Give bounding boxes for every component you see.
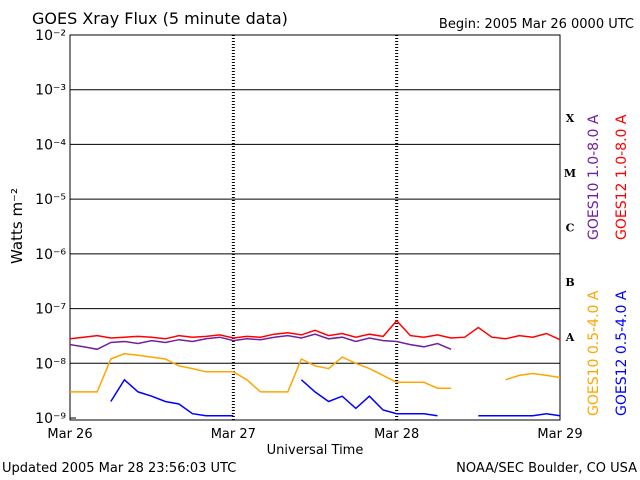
y-tick-label: 10⁻² bbox=[35, 28, 66, 44]
x-tick-label: Mar 26 bbox=[47, 427, 92, 442]
plot-frame bbox=[69, 34, 561, 421]
series-line bbox=[70, 319, 560, 341]
y-tick-label: 10⁻⁶ bbox=[35, 247, 66, 263]
x-axis-title: Universal Time bbox=[267, 443, 364, 458]
flare-class-label: M bbox=[564, 167, 576, 180]
y-tick-label: 10⁻⁸ bbox=[35, 356, 66, 372]
flare-class-label: X bbox=[566, 112, 575, 125]
legend-entry: GOES10 0.5-4.0 A bbox=[586, 290, 602, 416]
flare-class-label: A bbox=[565, 331, 575, 344]
y-tick-label: 10⁻⁴ bbox=[35, 137, 66, 153]
footer-left: Updated 2005 Mar 28 23:56:03 UTC bbox=[2, 461, 236, 476]
x-tick-label: Mar 28 bbox=[374, 427, 419, 442]
x-tick-label: Mar 29 bbox=[537, 427, 582, 442]
y-tick-label: 10⁻⁹ bbox=[35, 411, 66, 427]
chart-title: GOES Xray Flux (5 minute data) bbox=[32, 9, 288, 28]
flare-class-label: C bbox=[566, 222, 575, 235]
y-axis-title: Watts m⁻² bbox=[8, 188, 26, 264]
series-line bbox=[110, 378, 560, 417]
series-line bbox=[70, 333, 452, 351]
footer-right: NOAA/SEC Boulder, CO USA bbox=[456, 461, 637, 476]
series-line bbox=[70, 352, 560, 393]
legend-entry: GOES10 1.0-8.0 A bbox=[586, 114, 602, 240]
x-tick-label: Mar 27 bbox=[211, 427, 256, 442]
y-tick-label: 10⁻⁵ bbox=[35, 192, 66, 208]
chart-subtitle: Begin: 2005 Mar 26 0000 UTC bbox=[439, 17, 634, 32]
flare-class-label: B bbox=[565, 276, 574, 289]
legend-entry: GOES12 0.5-4.0 A bbox=[614, 290, 630, 416]
y-tick-label: 10⁻⁷ bbox=[35, 302, 66, 318]
y-tick-label: 10⁻³ bbox=[35, 83, 66, 99]
legend-entry: GOES12 1.0-8.0 A bbox=[614, 114, 630, 240]
